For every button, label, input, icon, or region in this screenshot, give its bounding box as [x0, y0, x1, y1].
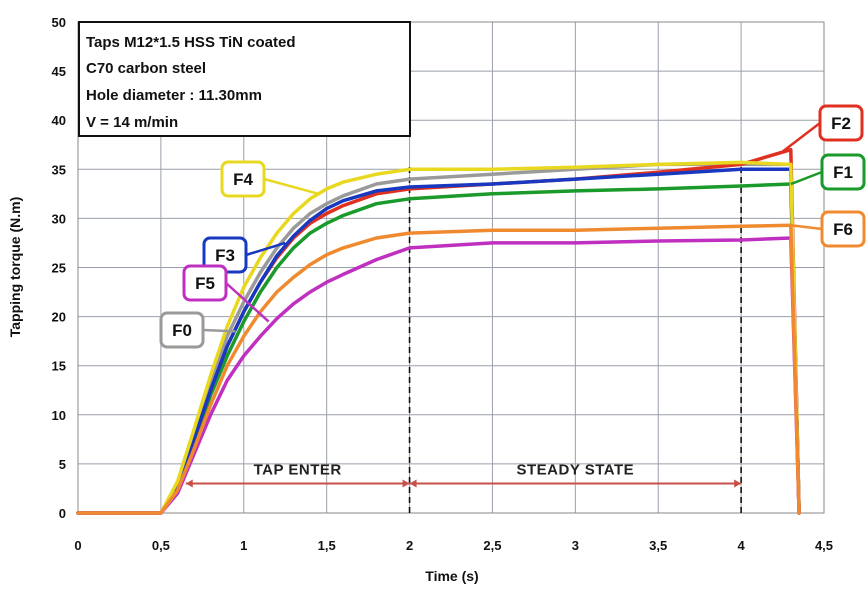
curve-label-leader: [263, 177, 319, 196]
series-lines: [76, 147, 801, 515]
curve-label-f4: F4: [233, 170, 253, 189]
curve-label-box: [820, 153, 866, 191]
y-tick-label: 45: [52, 64, 66, 79]
phase-label: TAP ENTER: [254, 462, 342, 479]
x-axis-title: Time (s): [425, 568, 478, 584]
x-tick-label: 2: [406, 538, 413, 553]
curve-label-box: [182, 264, 228, 302]
y-tick-label: 0: [59, 506, 66, 521]
y-tick-label: 30: [52, 211, 66, 226]
x-tick-label: 2,5: [483, 538, 501, 553]
curve-label-f5: F5: [195, 274, 215, 293]
curve-label-box: [820, 210, 866, 248]
y-tick-label: 10: [52, 408, 66, 423]
x-tick-label: 4,5: [815, 538, 833, 553]
x-tick-labels: 0 0,5 1 1,5 2 2,5 3 3,5 4 4,5: [74, 538, 833, 553]
x-tick-label: 0,5: [152, 538, 170, 553]
curve-label-leader: [790, 224, 823, 231]
curve-label-f6: F6: [833, 220, 853, 239]
curve-label-leader: [781, 122, 821, 153]
x-tick-label: 0: [74, 538, 81, 553]
phase-arrowhead-right: [402, 479, 410, 488]
curve-label-f3: F3: [215, 246, 235, 265]
info-line-diameter: Hole diameter : 11.30mm: [86, 87, 262, 104]
y-tick-label: 40: [52, 113, 66, 128]
x-tick-label: 3,5: [649, 538, 667, 553]
curve-label-box: [159, 311, 205, 349]
y-tick-label: 35: [52, 162, 66, 177]
y-tick-labels: 0 5 10 15 20 25 30 35 40 45 50: [52, 15, 66, 521]
y-tick-label: 15: [52, 359, 66, 374]
curve-label-f1: F1: [833, 163, 853, 182]
info-line-tap: Taps M12*1.5 HSS TiN coated: [86, 34, 296, 51]
x-tick-label: 1: [240, 538, 247, 553]
phase-arrowhead-left: [185, 479, 193, 488]
curve-label-f0: F0: [172, 321, 192, 340]
info-box-frame: [78, 21, 411, 137]
plot-frame: [77, 21, 825, 514]
curve-label-leader: [245, 241, 286, 257]
phase-dividers: [408, 164, 742, 513]
curve-label-leader: [225, 282, 270, 323]
phase-arrowhead-left: [409, 479, 417, 488]
x-tick-label: 4: [737, 538, 745, 553]
x-tick-label: 1,5: [318, 538, 336, 553]
curve-label-f2: F2: [831, 114, 851, 133]
phase-arrowhead-right: [734, 479, 742, 488]
y-axis-title: Tapping torque (N.m): [7, 197, 23, 338]
y-tick-label: 5: [59, 457, 66, 472]
info-box: Taps M12*1.5 HSS TiN coated C70 carbon s…: [78, 21, 411, 137]
curve-label-box: [818, 104, 864, 142]
info-line-material: C70 carbon steel: [86, 60, 206, 77]
y-tick-label: 20: [52, 310, 66, 325]
series-line-f3: [76, 167, 801, 515]
series-line-f4: [76, 160, 801, 515]
y-tick-label: 50: [52, 15, 66, 30]
curve-label-leader: [202, 328, 236, 333]
y-tick-label: 25: [52, 261, 66, 276]
phase-label: STEADY STATE: [516, 462, 634, 479]
series-line-f6: [76, 223, 801, 515]
curve-label-box: [220, 160, 266, 198]
info-line-speed: V = 14 m/min: [86, 114, 178, 131]
x-tick-label: 3: [572, 538, 579, 553]
curve-label-leader: [790, 170, 823, 186]
phase-annotations: TAP ENTER STEADY STATE: [185, 462, 742, 488]
series-line-f5: [76, 236, 801, 515]
